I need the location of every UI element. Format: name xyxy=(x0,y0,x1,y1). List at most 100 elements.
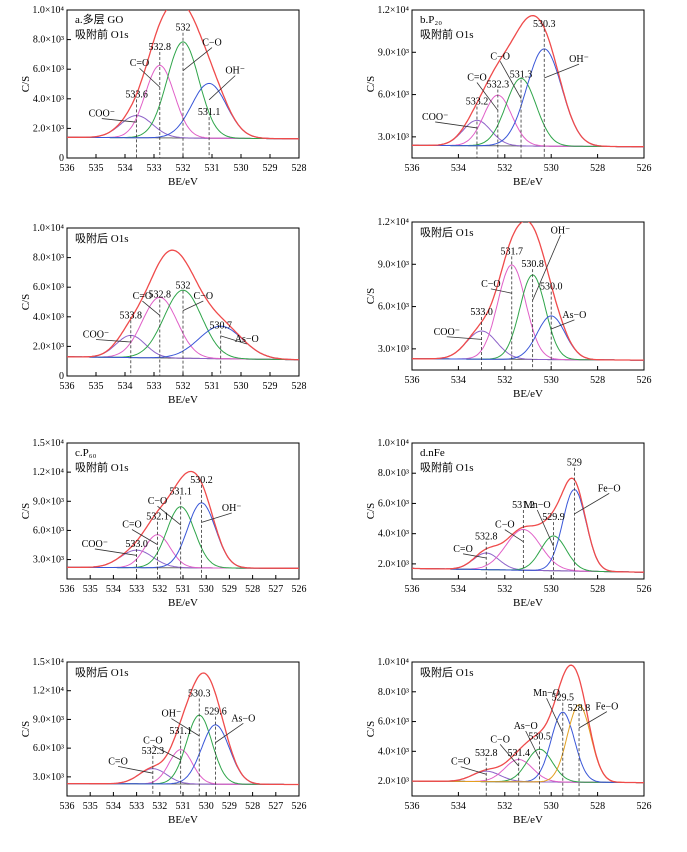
peak-position-label: 531.2 xyxy=(512,500,535,511)
peak-position-label: 533.8 xyxy=(120,310,143,321)
x-tick-label: 533 xyxy=(129,584,144,595)
component-peak xyxy=(412,704,644,784)
chart-panel: 3.0×10³ 6.0×10³ 9.0×10³ 1.2×10⁴ 1.5×10⁴ 536 53… xyxy=(20,657,307,826)
y-tick-label: 1.2×10⁴ xyxy=(32,686,64,697)
x-tick-label: 534 xyxy=(106,801,121,812)
peak-position-label: 532.8 xyxy=(475,748,498,759)
plot-area xyxy=(67,470,299,579)
y-tick-label: 1.0×10⁴ xyxy=(32,223,64,234)
species-pointer xyxy=(499,61,522,99)
species-pointer xyxy=(532,235,561,301)
y-tick-label: 1.2×10⁴ xyxy=(32,467,64,478)
peak-position-label: 532.8 xyxy=(475,532,498,543)
species-label: COO⁻ xyxy=(422,112,448,123)
component-peak xyxy=(412,315,644,361)
species-label: As−O xyxy=(562,310,586,321)
peak-position-label: 532.8 xyxy=(149,42,172,53)
x-tick-label: 535 xyxy=(83,801,98,812)
peak-position-label: 529.5 xyxy=(552,693,575,704)
species-label: Fe−O xyxy=(595,702,618,713)
y-tick-label: 3.0×10³ xyxy=(33,555,64,566)
envelope-curve xyxy=(67,10,299,140)
x-tick-label: 530 xyxy=(199,584,214,595)
x-axis-label: BE/eV xyxy=(513,388,543,400)
y-axis-label: C/S xyxy=(365,288,377,305)
species-pointer xyxy=(101,118,137,123)
species-label: C−O xyxy=(490,734,510,745)
plot-frame xyxy=(411,442,645,580)
species-label: C=O xyxy=(130,58,150,69)
species-label: C=O xyxy=(133,291,153,302)
x-tick-label: 530 xyxy=(544,801,559,812)
y-axis-label: C/S xyxy=(20,76,32,93)
chart-panel: 3.0×10³ 6.0×10³ 9.0×10³ 1.2×10⁴ 536 534 532 530… xyxy=(365,217,652,400)
species-pointer xyxy=(142,300,161,316)
x-tick-label: 533 xyxy=(129,801,144,812)
x-tick-label: 534 xyxy=(451,375,466,386)
y-tick-label: 8.0×10³ xyxy=(33,253,64,264)
x-axis-label: BE/eV xyxy=(513,597,543,609)
species-pointer xyxy=(499,744,520,767)
x-tick-label: 531 xyxy=(176,584,191,595)
species-pointer xyxy=(208,75,236,101)
species-label: OH⁻ xyxy=(162,709,182,720)
x-tick-label: 532 xyxy=(152,801,167,812)
x-tick-label: 536 xyxy=(405,801,420,812)
x-tick-label: 533 xyxy=(147,381,162,392)
panel-title: a.多层 GO xyxy=(75,12,123,26)
x-tick-label: 526 xyxy=(292,801,307,812)
envelope-curve xyxy=(412,664,644,784)
y-tick-label: 9.0×10³ xyxy=(378,259,409,270)
x-tick-label: 534 xyxy=(451,801,466,812)
x-tick-label: 528 xyxy=(590,163,605,174)
x-tick-label: 532 xyxy=(176,163,191,174)
species-pointer xyxy=(536,509,554,547)
species-label: C−O xyxy=(495,520,515,531)
x-tick-label: 529 xyxy=(263,381,278,392)
species-pointer xyxy=(446,336,482,340)
x-tick-label: 527 xyxy=(268,801,283,812)
y-tick-label: 9.0×10³ xyxy=(33,496,64,507)
x-tick-label: 532 xyxy=(152,584,167,595)
x-tick-label: 536 xyxy=(405,584,420,595)
chart-panel: 3.0×10³ 6.0×10³ 9.0×10³ 1.2×10⁴ 536 534 532 530… xyxy=(365,5,652,188)
peak-position-label: 530.5 xyxy=(528,731,551,742)
y-tick-label: 8.0×10³ xyxy=(378,687,409,698)
x-tick-label: 532 xyxy=(497,801,512,812)
y-tick-label: 0 xyxy=(59,153,64,164)
y-tick-label: 4.0×10³ xyxy=(378,746,409,757)
species-label: C=O xyxy=(122,520,142,531)
panel-title: b.P₂₀ xyxy=(420,14,442,26)
y-axis-label: C/S xyxy=(365,721,377,738)
y-tick-label: 6.0×10³ xyxy=(378,90,409,101)
species-label: C−O xyxy=(148,496,168,507)
y-axis-label: C/S xyxy=(20,721,32,738)
x-tick-label: 531 xyxy=(205,381,220,392)
species-label: C−O xyxy=(143,735,163,746)
panel-subtitle: 吸附前 O1s xyxy=(75,460,128,474)
y-tick-label: 8.0×10³ xyxy=(378,468,409,479)
y-tick-label: 1.5×10⁴ xyxy=(32,438,64,449)
y-tick-label: 6.0×10³ xyxy=(378,717,409,728)
species-label: C−O xyxy=(481,279,501,290)
peak-position-label: 531.1 xyxy=(169,726,192,737)
peak-position-label: 532.8 xyxy=(149,290,172,301)
species-label: As−O xyxy=(231,713,255,724)
y-tick-label: 1.2×10⁴ xyxy=(377,217,409,228)
x-tick-label: 531 xyxy=(205,163,220,174)
panel-subtitle: 吸附后 O1s xyxy=(75,665,128,679)
species-label: COO⁻ xyxy=(89,109,115,120)
species-label: OH⁻ xyxy=(551,225,571,236)
x-axis-label: BE/eV xyxy=(168,597,198,609)
panel-subtitle: 吸附前 O1s xyxy=(420,27,473,41)
peak-position-label: 531.7 xyxy=(501,246,524,257)
envelope-curve xyxy=(67,470,299,569)
envelope-curve xyxy=(412,14,644,148)
envelope-curve xyxy=(67,672,299,786)
component-peak xyxy=(67,289,299,361)
panel-subtitle: 吸附前 O1s xyxy=(420,460,473,474)
x-tick-label: 529 xyxy=(222,584,237,595)
species-label: C=O xyxy=(467,72,487,83)
x-tick-label: 536 xyxy=(60,801,75,812)
